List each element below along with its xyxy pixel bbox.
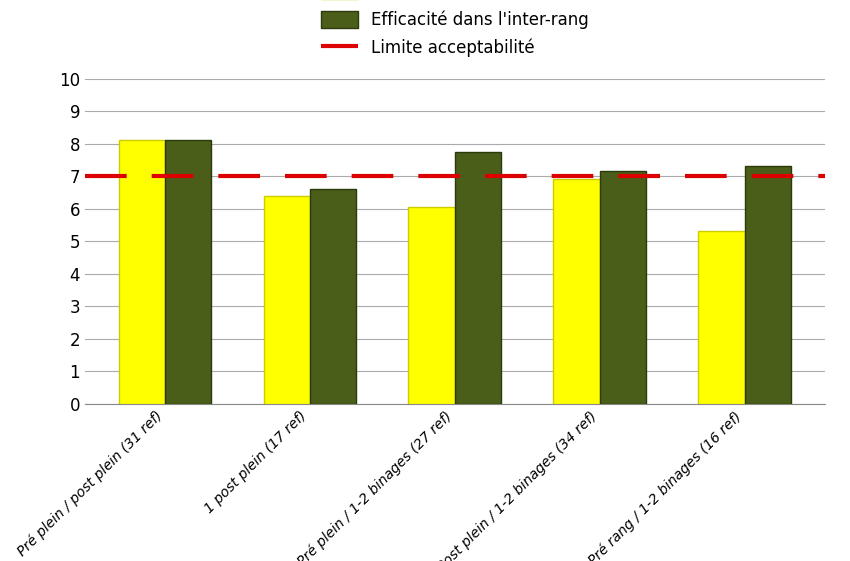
Bar — [408, 207, 455, 404]
Bar — [745, 167, 791, 404]
Bar — [599, 171, 646, 404]
Bar — [553, 180, 599, 404]
Bar — [165, 140, 212, 404]
Bar — [264, 196, 310, 404]
Bar — [310, 189, 356, 404]
Bar — [455, 152, 501, 404]
Legend: Efficacité sur le rang, Efficacité dans l'inter-rang, Limite acceptabilité: Efficacité sur le rang, Efficacité dans … — [320, 0, 588, 57]
Bar — [698, 232, 745, 404]
Bar — [119, 140, 165, 404]
